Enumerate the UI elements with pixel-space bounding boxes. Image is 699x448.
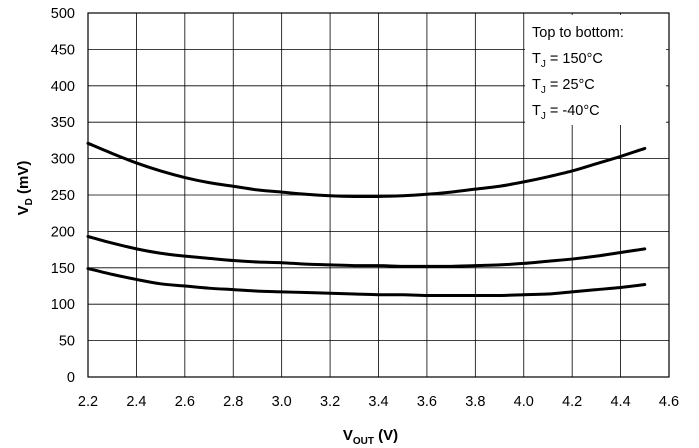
legend-header: Top to bottom: [532,25,624,41]
y-axis-title: VD (mV) [15,161,35,216]
y-tick-label: 50 [59,334,75,350]
legend-entry-value: = 25°C [546,77,595,93]
legend: Top to bottom: TJ = 150°CTJ = 25°CTJ = -… [525,15,666,125]
y-tick-label: 250 [51,188,75,204]
x-tick-label: 3.6 [417,394,437,410]
y-tick-label: 150 [51,261,75,277]
y-tick-label: 500 [51,6,75,22]
series-line-2 [86,234,647,268]
legend-entry-main: T [532,103,541,119]
plot-frame [87,12,670,378]
x-tick-label: 3.8 [465,394,485,410]
x-tick-labels: 2.2 2.4 2.6 2.8 3.0 3.2 3.4 3.6 3.8 4.0 4.2 4.4 4.6 [78,394,679,410]
y-tick-label: 100 [51,297,75,313]
x-tick-label: 2.4 [126,394,146,410]
x-axis-title: VOUT (V) [343,427,398,447]
y-tick-label: 450 [51,42,75,58]
legend-entry-main: T [532,51,541,67]
legend-entry-value: = 150°C [546,51,603,67]
legend-entry-sub: J [541,85,546,96]
y-axis-title-sub: D [24,198,35,205]
x-tick-label: 4.0 [514,394,534,410]
y-tick-label: 400 [51,79,75,95]
x-tick-label: 2.8 [223,394,243,410]
legend-entry-1: TJ = 150°C [532,51,603,70]
y-axis-title-unit: (mV) [15,161,32,199]
y-tick-label: 300 [51,152,75,168]
legend-entry-sub: J [541,59,546,70]
x-axis-title-main: V [343,427,353,444]
x-tick-label: 4.6 [659,394,679,410]
x-tick-label: 2.2 [78,394,98,410]
series-line-1 [86,141,647,199]
legend-entry-sub: J [541,111,546,122]
y-tick-labels: 0 50 100 150 200 250 300 350 400 450 500 [51,6,75,386]
legend-entry-2: TJ = 25°C [532,77,595,96]
x-tick-label: 3.4 [368,394,388,410]
legend-entry-3: TJ = -40°C [532,103,600,122]
legend-entry-main: T [532,77,541,93]
legend-background [525,15,666,125]
x-tick-label: 4.2 [562,394,582,410]
y-axis-title-main: V [15,205,32,215]
y-tick-label: 350 [51,115,75,131]
series-layer [86,141,647,298]
x-tick-label: 2.6 [175,394,195,410]
x-tick-label: 3.0 [272,394,292,410]
legend-entry-value: = -40°C [546,103,600,119]
x-axis-title-unit: (V) [374,427,398,444]
x-tick-label: 3.2 [320,394,340,410]
series-line-3 [86,267,647,298]
x-axis-title-sub: OUT [353,436,374,447]
x-tick-label: 4.4 [610,394,630,410]
y-tick-label: 0 [67,370,75,386]
y-tick-label: 200 [51,224,75,240]
